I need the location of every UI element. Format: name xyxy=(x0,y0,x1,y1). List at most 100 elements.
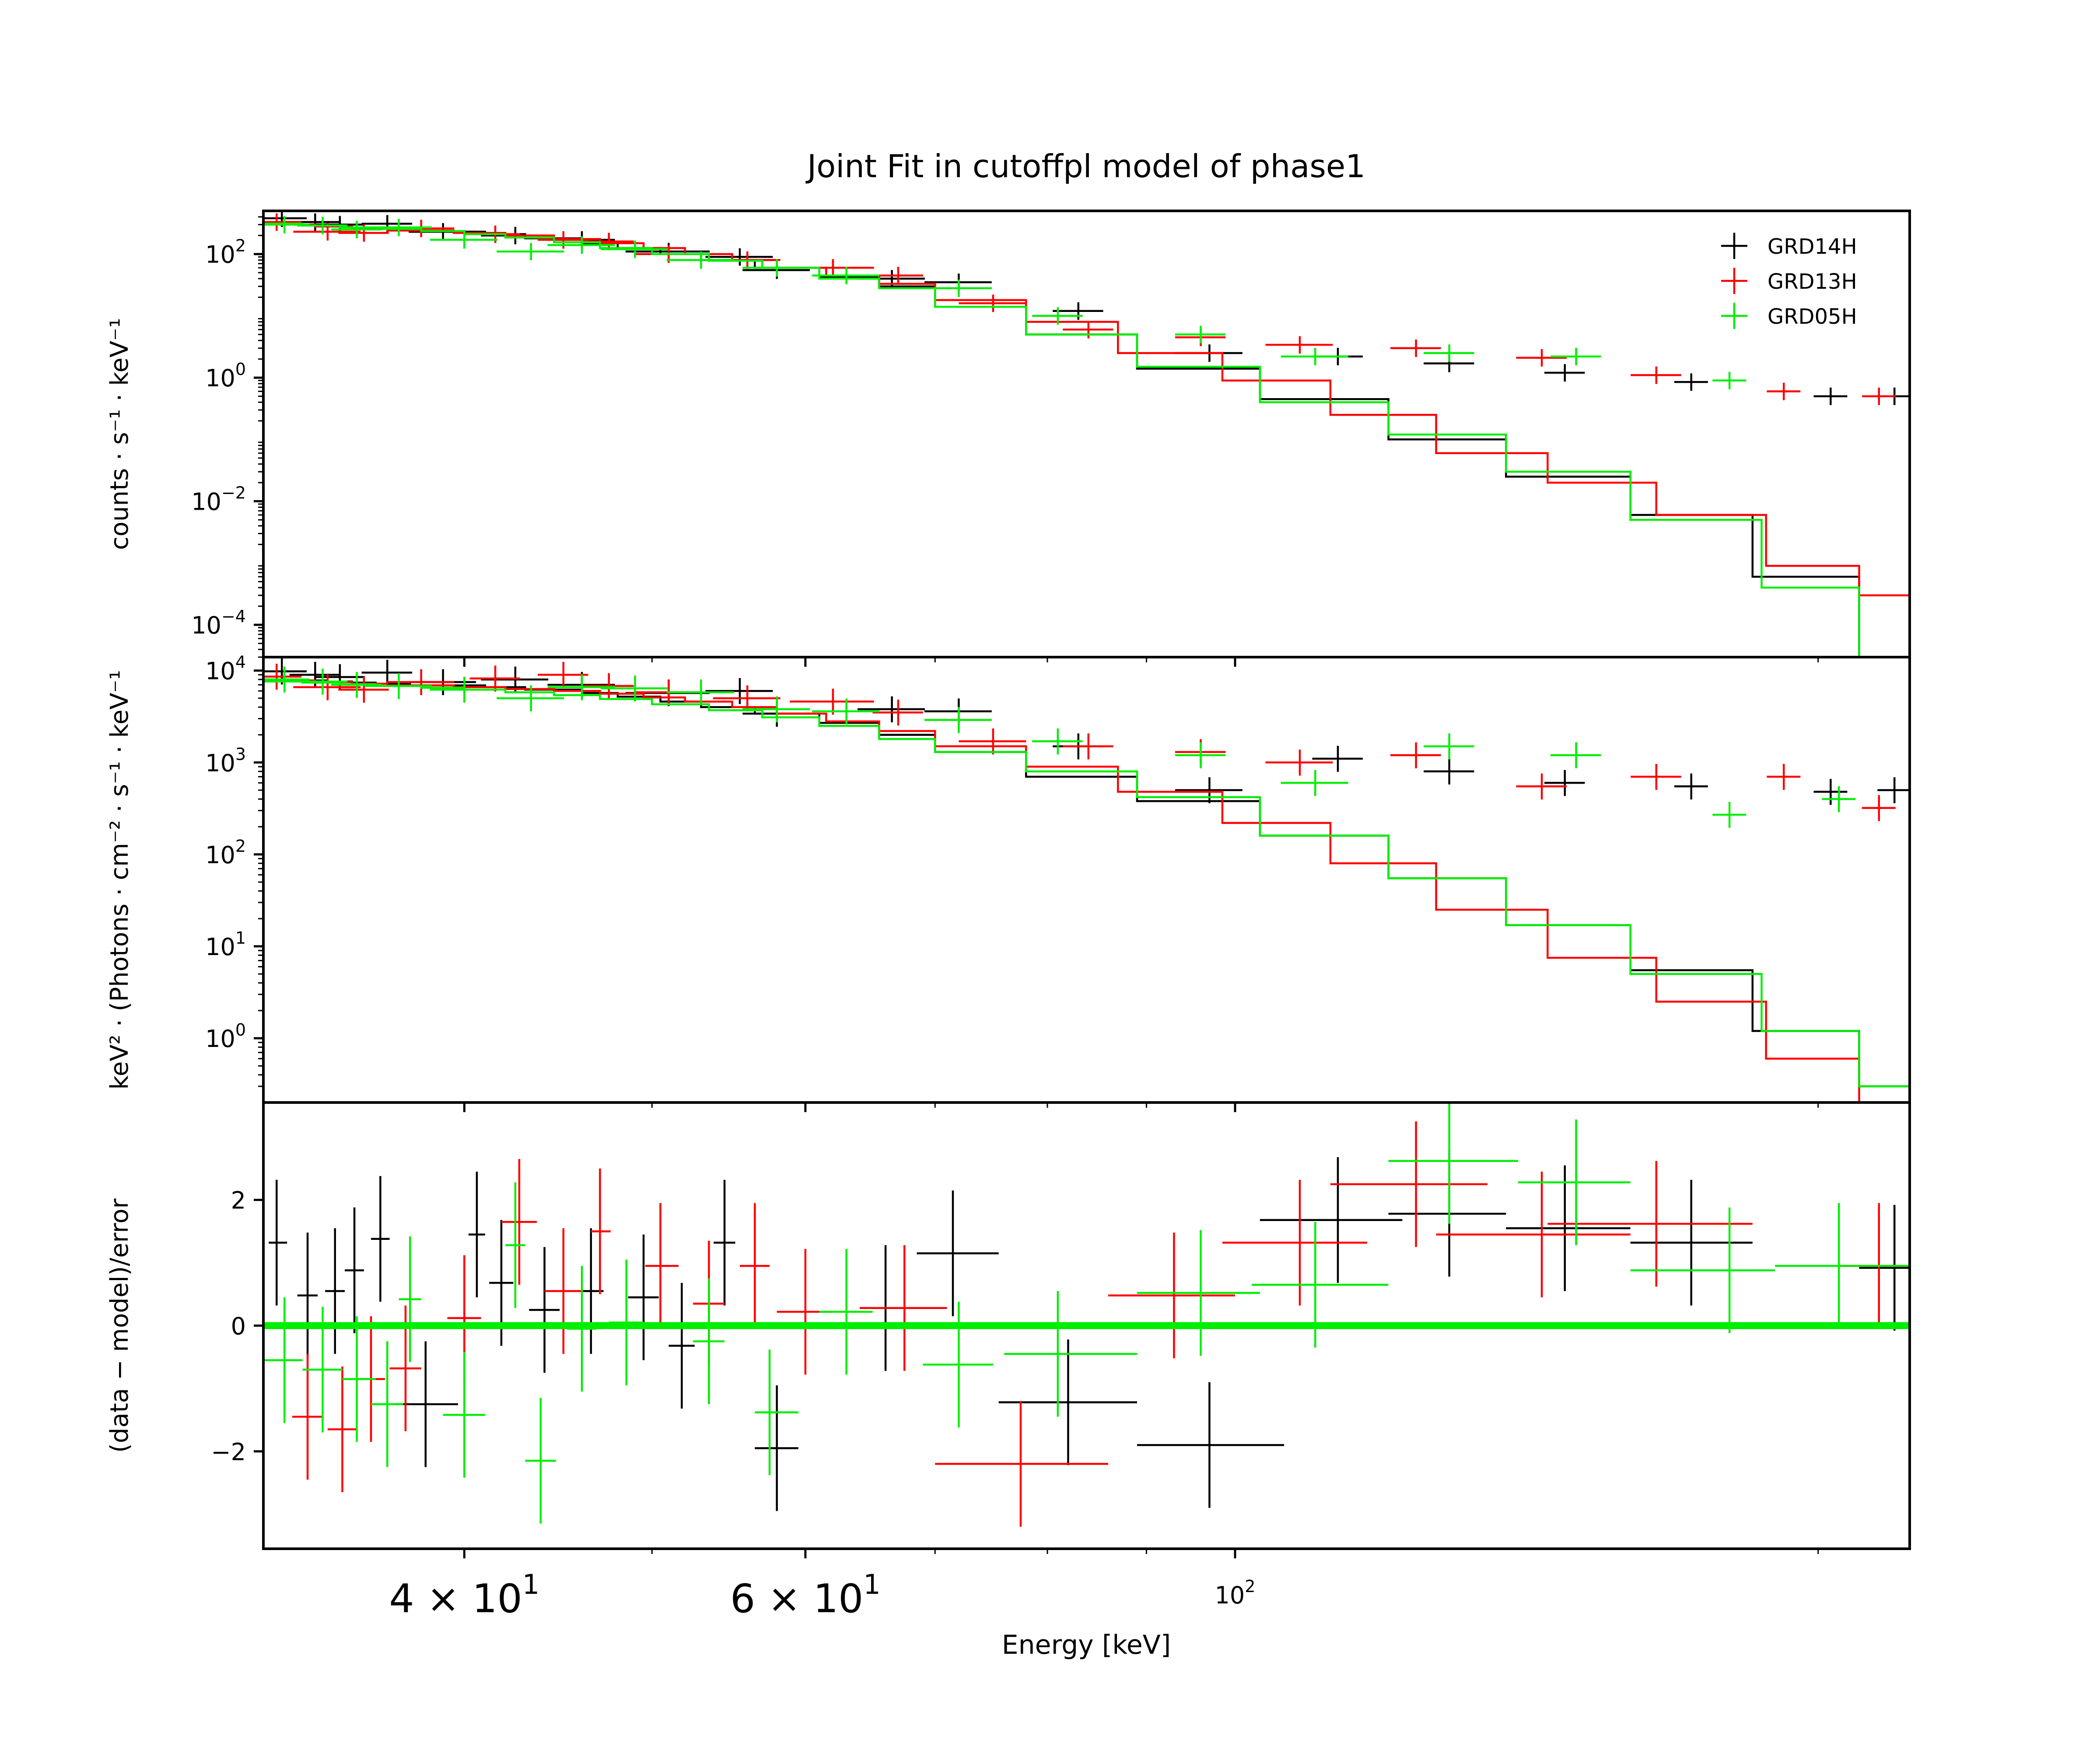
series-GRD14H-counts xyxy=(263,211,1910,657)
data-point-GRD13H xyxy=(1862,387,1896,405)
y-tick-label: 104 xyxy=(205,653,246,685)
data-point-GRD05H xyxy=(430,231,497,249)
data-point-GRD14H xyxy=(394,1341,458,1467)
data-point-GRD14H xyxy=(917,1190,999,1316)
data-point-GRD14H xyxy=(371,1176,390,1302)
unfolded-frame xyxy=(262,656,1911,1104)
data-point-GRD13H xyxy=(544,1228,582,1354)
model-step-GRD13H xyxy=(263,679,1910,1102)
x-axis-label: Energy [keV] xyxy=(1002,1630,1171,1660)
model-step-GRD05H xyxy=(263,680,1910,1088)
data-point-GRD05H xyxy=(263,666,310,693)
data-point-GRD05H xyxy=(601,676,668,702)
data-point-GRD14H xyxy=(1053,302,1103,320)
data-point-GRD13H xyxy=(469,665,520,692)
data-point-GRD05H xyxy=(755,1349,798,1475)
data-point-GRD05H xyxy=(430,676,497,703)
data-point-GRD05H xyxy=(1712,371,1746,389)
data-point-GRD05H xyxy=(693,1278,725,1404)
data-point-GRD13H xyxy=(338,676,389,703)
data-point-GRD14H xyxy=(628,1234,659,1361)
data-point-GRD05H xyxy=(1004,1291,1137,1417)
legend-item-GRD14H: GRD14H xyxy=(1721,233,1857,259)
data-point-GRD05H xyxy=(742,259,810,277)
data-point-GRD13H xyxy=(292,1354,323,1480)
data-point-GRD05H xyxy=(1630,1207,1775,1334)
data-point-GRD14H xyxy=(705,678,773,704)
data-point-GRD14H xyxy=(1137,1382,1284,1508)
data-point-GRD05H xyxy=(1424,733,1474,760)
data-point-GRD13H xyxy=(1767,763,1801,790)
series-GRD13H-counts xyxy=(263,213,1910,597)
data-point-GRD05H xyxy=(364,673,432,699)
data-point-GRD14H xyxy=(1859,1205,1910,1331)
data-point-GRD13H xyxy=(583,673,634,699)
data-point-GRD05H xyxy=(923,1302,993,1428)
data-point-GRD13H xyxy=(935,1401,1109,1527)
data-point-GRD14H xyxy=(1813,779,1848,805)
model-step-GRD14H xyxy=(263,222,1910,657)
data-point-GRD14H xyxy=(858,696,925,722)
model-step-GRD14H xyxy=(263,678,1910,1088)
data-point-GRD14H xyxy=(297,1232,318,1358)
data-point-GRD05H xyxy=(525,1398,556,1524)
data-point-GRD13H xyxy=(263,213,302,231)
legend-item-GRD05H: GRD05H xyxy=(1721,303,1857,329)
data-point-GRD05H xyxy=(505,1182,525,1308)
data-point-GRD13H xyxy=(263,664,302,690)
legend-label: GRD05H xyxy=(1768,304,1857,329)
data-point-GRD05H xyxy=(1032,307,1083,325)
series-GRD13H-unfolded xyxy=(263,662,1910,1102)
data-point-GRD14H xyxy=(1544,770,1585,796)
data-point-GRD05H xyxy=(1281,348,1348,365)
legend-item-GRD13H: GRD13H xyxy=(1721,268,1857,294)
model-step-GRD13H xyxy=(263,224,1910,597)
residuals-frame xyxy=(262,1101,1911,1550)
data-point-GRD13H xyxy=(739,1203,770,1329)
data-point-GRD13H xyxy=(959,728,1026,755)
data-point-GRD14H xyxy=(325,1228,345,1354)
data-point-GRD13H xyxy=(538,662,588,688)
model-step-GRD05H xyxy=(263,223,1910,657)
data-point-GRD14H xyxy=(1630,1180,1753,1306)
data-point-GRD13H xyxy=(859,1245,947,1371)
data-point-GRD13H xyxy=(1063,321,1113,339)
data-point-GRD05H xyxy=(1550,348,1601,365)
data-point-GRD14H xyxy=(998,1339,1137,1465)
legend-label: GRD13H xyxy=(1768,270,1857,294)
data-point-GRD05H xyxy=(812,698,880,724)
data-point-GRD13H xyxy=(501,1159,537,1285)
data-point-GRD05H xyxy=(331,672,382,698)
data-point-GRD05H xyxy=(1712,802,1746,828)
data-point-GRD05H xyxy=(331,220,382,238)
y-tick-label: −2 xyxy=(211,1438,246,1466)
data-point-GRD14H xyxy=(705,248,773,266)
data-point-GRD13H xyxy=(1222,1180,1367,1306)
data-point-GRD05H xyxy=(342,1316,376,1442)
data-point-GRD13H xyxy=(1436,1172,1631,1298)
data-point-GRD14H xyxy=(1674,773,1708,800)
y-tick-label: 100 xyxy=(205,1020,246,1053)
data-point-GRD05H xyxy=(399,1236,421,1362)
series-GRD14H-unfolded xyxy=(263,658,1910,1088)
data-point-GRD14H xyxy=(1388,1151,1506,1277)
counts-panel: 102 100 10−2 10−4 counts · s⁻¹ · keV⁻¹ xyxy=(105,210,1911,667)
data-point-GRD05H xyxy=(742,696,810,722)
data-point-GRD05H xyxy=(547,236,615,254)
data-point-GRD13H xyxy=(1631,763,1681,790)
chart-title: Joint Fit in cutoffpl model of phase1 xyxy=(805,148,1365,185)
data-point-GRD05H xyxy=(364,219,432,236)
legend: GRD14H GRD13H GRD05H xyxy=(1721,233,1857,329)
residuals-y-label: (data − model)/error xyxy=(105,1198,134,1452)
data-point-GRD14H xyxy=(468,1172,485,1298)
data-point-GRD14H xyxy=(1424,758,1474,785)
series-GRD05H-counts xyxy=(263,216,1910,657)
data-point-GRD13H xyxy=(1390,340,1441,357)
data-point-GRD05H xyxy=(497,243,564,261)
data-point-GRD05H xyxy=(601,240,668,258)
data-point-GRD05H xyxy=(819,1249,873,1375)
data-point-GRD14H xyxy=(1877,777,1910,804)
data-point-GRD05H xyxy=(1032,728,1083,755)
data-point-GRD13H xyxy=(872,266,923,284)
